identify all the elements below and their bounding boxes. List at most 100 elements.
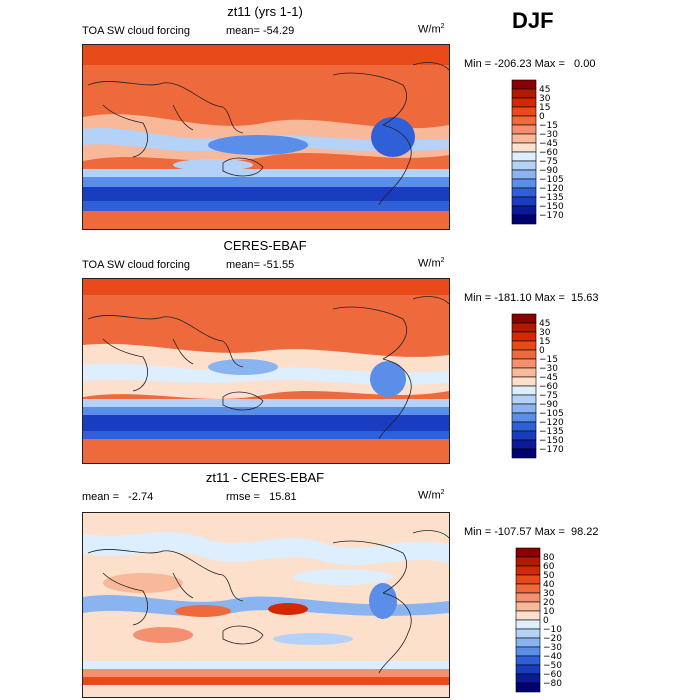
panel3-colorbar: 80 60 50 40 30 20 10 0 −10 −20 −30 −40 −50 −60 −80 xyxy=(515,547,576,694)
colorbar-swatch xyxy=(511,439,537,450)
colorbar-swatch xyxy=(511,430,537,441)
colorbar-tick-label: −90 xyxy=(539,166,558,176)
colorbar-swatch xyxy=(515,583,541,594)
colorbar-swatch xyxy=(515,601,541,612)
colorbar-swatch xyxy=(511,178,537,189)
colorbar-swatch xyxy=(515,628,541,639)
colorbar-swatch xyxy=(515,556,541,567)
colorbar-swatch xyxy=(511,142,537,153)
panel2-map xyxy=(82,278,450,464)
panel1-minmax: Min = -206.23 Max = 0.00 xyxy=(464,58,596,70)
panel3-map-svg xyxy=(83,513,449,697)
colorbar-swatch xyxy=(511,340,537,351)
colorbar-swatch xyxy=(511,421,537,432)
colorbar-swatch xyxy=(511,385,537,396)
colorbar-tick-label: −40 xyxy=(543,652,562,662)
colorbar-tick-label: 45 xyxy=(539,85,550,95)
panel2-mean-label: mean= -51.55 xyxy=(226,259,295,271)
colorbar-tick-label: 80 xyxy=(543,553,555,563)
panel2-units: W/m2 xyxy=(418,257,445,270)
colorbar-swatch xyxy=(515,610,541,621)
colorbar-tick-label: 30 xyxy=(539,328,551,338)
colorbar-tick-label: 0 xyxy=(543,616,549,626)
colorbar-swatch xyxy=(511,88,537,99)
panel1-mean-label: mean= -54.29 xyxy=(226,25,295,37)
colorbar-tick-label: −120 xyxy=(539,418,564,428)
panel1-map-svg xyxy=(83,45,449,229)
colorbar-swatch xyxy=(511,169,537,180)
colorbar-swatch xyxy=(515,664,541,675)
colorbar-tick-label: 30 xyxy=(539,94,551,104)
colorbar-swatch xyxy=(515,682,541,693)
colorbar-tick-label: −135 xyxy=(539,427,564,437)
colorbar-tick-label: −30 xyxy=(539,364,558,374)
colorbar-swatch xyxy=(511,367,537,378)
colorbar-tick-label: −45 xyxy=(539,373,558,383)
colorbar-tick-label: 50 xyxy=(543,571,555,581)
colorbar-tick-label: 60 xyxy=(543,562,555,572)
panel3-minmax: Min = -107.57 Max = 98.22 xyxy=(464,526,599,538)
colorbar-swatch xyxy=(511,412,537,423)
colorbar-tick-label: 0 xyxy=(539,112,545,122)
colorbar-tick-label: −170 xyxy=(539,211,564,221)
panel3-units: W/m2 xyxy=(418,489,445,502)
colorbar-tick-label: −10 xyxy=(543,625,562,635)
panel2-minmax: Min = -181.10 Max = 15.63 xyxy=(464,292,599,304)
panel1-variable-label: TOA SW cloud forcing xyxy=(82,25,191,37)
colorbar-tick-label: 10 xyxy=(543,607,555,617)
colorbar-swatch xyxy=(515,547,541,558)
colorbar-swatch xyxy=(515,673,541,684)
colorbar-swatch xyxy=(515,637,541,648)
colorbar-swatch xyxy=(515,565,541,576)
panel1-colorbar-svg: 4530150−15−30−45−60−75−90−105−120−135−15… xyxy=(511,79,564,225)
season-label: DJF xyxy=(512,8,554,33)
colorbar-swatch xyxy=(515,646,541,657)
colorbar-tick-label: 15 xyxy=(539,337,550,347)
colorbar-swatch xyxy=(511,448,537,459)
colorbar-tick-label: 30 xyxy=(543,589,555,599)
panel2-colorbar: 45 30 15 0 −15 −30 −45 −60 −75 −90 −105 −120 −135 −15… xyxy=(511,313,572,460)
colorbar-swatch xyxy=(511,106,537,117)
panel1-map xyxy=(82,44,450,230)
colorbar-swatch xyxy=(511,313,537,324)
colorbar-swatch xyxy=(515,619,541,630)
colorbar-tick-label: 45 xyxy=(539,319,550,329)
colorbar-tick-label: −150 xyxy=(539,202,564,212)
colorbar-tick-label: −15 xyxy=(539,355,558,365)
colorbar-swatch xyxy=(511,115,537,126)
panel3-mean-label: mean = -2.74 xyxy=(82,491,154,503)
panel1-title: zt11 (yrs 1-1) xyxy=(227,4,303,19)
colorbar-tick-label: −30 xyxy=(543,643,562,653)
panel1-colorbar: 45 30 15 0 −15 −30 −45 −60 −75 −90 −105 −120 −135 −15… xyxy=(511,79,572,226)
colorbar-tick-label: −15 xyxy=(539,121,558,131)
colorbar-tick-label: −105 xyxy=(539,175,564,185)
colorbar-swatch xyxy=(511,349,537,360)
colorbar-tick-label: −80 xyxy=(543,679,562,689)
colorbar-tick-label: −120 xyxy=(539,184,564,194)
colorbar-swatch xyxy=(511,214,537,225)
colorbar-tick-label: −30 xyxy=(539,130,558,140)
colorbar-swatch xyxy=(511,331,537,342)
colorbar-swatch xyxy=(511,187,537,198)
panel1-units: W/m2 xyxy=(418,23,445,36)
colorbar-tick-label: −90 xyxy=(539,400,558,410)
colorbar-tick-label: 0 xyxy=(539,346,545,356)
colorbar-swatch xyxy=(511,151,537,162)
colorbar-tick-label: 15 xyxy=(539,103,550,113)
panel3-title: zt11 - CERES-EBAF xyxy=(205,470,325,485)
colorbar-swatch xyxy=(511,322,537,333)
colorbar-swatch xyxy=(511,205,537,216)
colorbar-tick-label: −75 xyxy=(539,391,558,401)
colorbar-tick-label: −60 xyxy=(543,670,562,680)
colorbar-tick-label: −60 xyxy=(539,382,558,392)
colorbar-swatch xyxy=(511,133,537,144)
colorbar-swatch xyxy=(511,79,537,90)
colorbar-tick-label: −45 xyxy=(539,139,558,149)
panel3-rmse-label: rmse = 15.81 xyxy=(226,491,297,503)
colorbar-swatch xyxy=(511,403,537,414)
colorbar-swatch xyxy=(515,574,541,585)
colorbar-swatch xyxy=(511,376,537,387)
colorbar-swatch xyxy=(511,394,537,405)
colorbar-tick-label: 40 xyxy=(543,580,555,590)
